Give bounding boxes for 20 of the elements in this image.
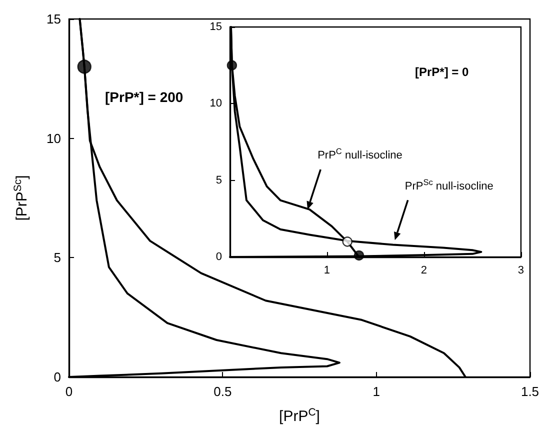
x-tick-label: 0.5 [214, 384, 232, 399]
y-axis-title: [PrPSc] [12, 175, 30, 221]
y-tick-label: 10 [210, 98, 222, 110]
x-tick-label: 1 [324, 264, 330, 276]
y-tick-label: 10 [46, 130, 61, 146]
annotation: PrP$^{C}$ null-isocline [318, 147, 402, 162]
x-tick-label: 0 [65, 384, 73, 399]
y-tick-label: 15 [46, 12, 61, 26]
annotation: [PrP*] = 200 [105, 89, 184, 105]
y-tick-label: 5 [216, 174, 222, 186]
y-tick-label: 15 [210, 21, 222, 33]
annotation: [PrP*] = 0 [415, 65, 469, 79]
y-tick-label: 5 [54, 250, 61, 266]
x-tick-label: 3 [518, 264, 524, 276]
x-tick-label: 1 [372, 384, 380, 399]
y-tick-label: 0 [54, 370, 61, 384]
annotation: PrP$^{Sc}$ null-isocline [404, 178, 494, 193]
x-tick-label: 1.5 [520, 384, 540, 399]
y-tick-label: 0 [216, 251, 222, 263]
x-tick-label: 2 [420, 264, 428, 276]
